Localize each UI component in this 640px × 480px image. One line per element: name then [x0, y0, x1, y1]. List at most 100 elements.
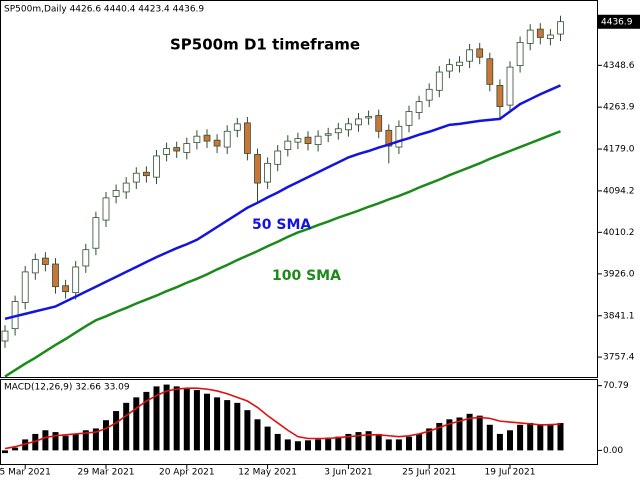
macd-label: MACD(12,26,9) 32.66 33.09	[4, 383, 130, 393]
y-tick-label: 3757.4	[603, 353, 635, 363]
candle-body	[264, 162, 272, 183]
macd-bar	[345, 433, 352, 451]
candle-body	[21, 271, 29, 303]
macd-bar	[426, 428, 433, 451]
candle-body	[274, 150, 282, 165]
candle-body	[112, 190, 120, 197]
candle-body	[173, 147, 181, 152]
macd-panel	[0, 379, 598, 465]
macd-bar	[254, 419, 261, 451]
macd-bar	[517, 424, 524, 451]
y-tick-label: 4094.2	[603, 186, 635, 196]
candle-body	[213, 139, 221, 147]
macd-bar	[284, 439, 291, 451]
macd-bar	[244, 410, 251, 451]
macd-bar	[82, 430, 89, 451]
candle-body	[153, 155, 160, 178]
macd-bar	[163, 384, 170, 451]
macd-bar	[133, 397, 140, 451]
candle-body	[132, 172, 140, 183]
candle-body	[42, 257, 49, 265]
candle-body	[102, 197, 110, 221]
candle-body	[476, 48, 484, 58]
macd-bar	[527, 422, 534, 451]
candle-body	[294, 138, 302, 143]
macd-bar	[385, 439, 392, 451]
y-tick-label: 0.00	[603, 446, 623, 456]
candle-body	[415, 101, 423, 113]
y-tick-label: 4010.2	[603, 228, 635, 238]
macd-bar	[416, 433, 423, 451]
macd-bar	[466, 413, 473, 451]
candle-body	[122, 182, 130, 193]
x-tick-label: 5 Mar 2021	[0, 468, 51, 478]
macd-bar	[507, 430, 513, 451]
macd-bar	[537, 424, 544, 451]
macd-bar	[183, 388, 190, 451]
candle-body	[254, 154, 261, 184]
sma-line	[4, 84, 562, 320]
candle-body	[344, 123, 352, 131]
y-tick-label: 3841.1	[603, 311, 635, 321]
macd-bar	[375, 433, 382, 451]
macd-bar	[2, 450, 8, 454]
macd-bar	[224, 400, 231, 451]
macd-bar	[547, 423, 554, 451]
macd-bar	[123, 402, 130, 451]
candle-body	[193, 135, 201, 144]
macd-bar	[204, 393, 210, 451]
candle-body	[314, 135, 322, 145]
macd-bar	[446, 419, 453, 451]
candle-body	[365, 116, 373, 119]
candle-body	[466, 49, 474, 62]
macd-bar	[32, 433, 39, 451]
macd-bar	[557, 422, 564, 451]
candle-body	[334, 128, 342, 134]
candle-body	[203, 134, 211, 142]
last-price-box	[598, 14, 640, 29]
macd-bar	[72, 433, 79, 451]
macd-bar	[12, 447, 19, 451]
candle-body	[72, 266, 80, 294]
candle-body	[284, 140, 292, 150]
macd-bar	[173, 386, 180, 451]
candle-body	[52, 263, 59, 288]
x-tick-label: 3 Jun 2021	[324, 468, 372, 478]
macd-bar	[274, 433, 281, 451]
macd-bar	[355, 432, 362, 451]
header: SP500m,Daily 4426.6 4440.4 4423.4 4436.9	[4, 5, 204, 15]
candle-body	[425, 88, 433, 101]
candle-body	[456, 61, 463, 67]
macd-bar	[486, 424, 493, 451]
macd-bar	[305, 440, 311, 451]
candle-body	[496, 84, 504, 107]
main-plot	[1, 15, 564, 378]
macd-bar	[315, 439, 322, 451]
candle-body	[435, 71, 443, 91]
macd-bar	[476, 415, 483, 451]
axes: 4348.6 4263.9 4179.0 4094.2 4010.2 3926.0 3841…	[0, 14, 640, 478]
candle-body	[536, 28, 544, 38]
sma-line	[4, 130, 561, 378]
candle-body	[526, 29, 534, 44]
candle-body	[385, 129, 393, 147]
macd-bar	[234, 402, 241, 451]
candle-body	[506, 66, 514, 106]
macd-bar	[113, 411, 120, 451]
y-tick-label: 4263.9	[603, 103, 635, 113]
x-tick-label: 29 Mar 2021	[77, 468, 134, 478]
macd-bar	[153, 386, 160, 451]
y-tick-label: 70.79	[603, 381, 629, 391]
candle-body	[405, 111, 413, 126]
candle-body	[142, 171, 150, 177]
macd-bar	[22, 439, 29, 451]
macd-bar	[42, 430, 49, 451]
last-price-label: 4436.9	[601, 17, 633, 27]
sma50-label: 50 SMA	[252, 217, 311, 233]
signal-line	[4, 387, 561, 450]
candle-body	[183, 143, 191, 153]
candle-body	[547, 34, 554, 39]
candle-body	[62, 285, 69, 293]
candle-body	[82, 249, 90, 267]
y-tick-label: 4179.0	[603, 145, 635, 155]
